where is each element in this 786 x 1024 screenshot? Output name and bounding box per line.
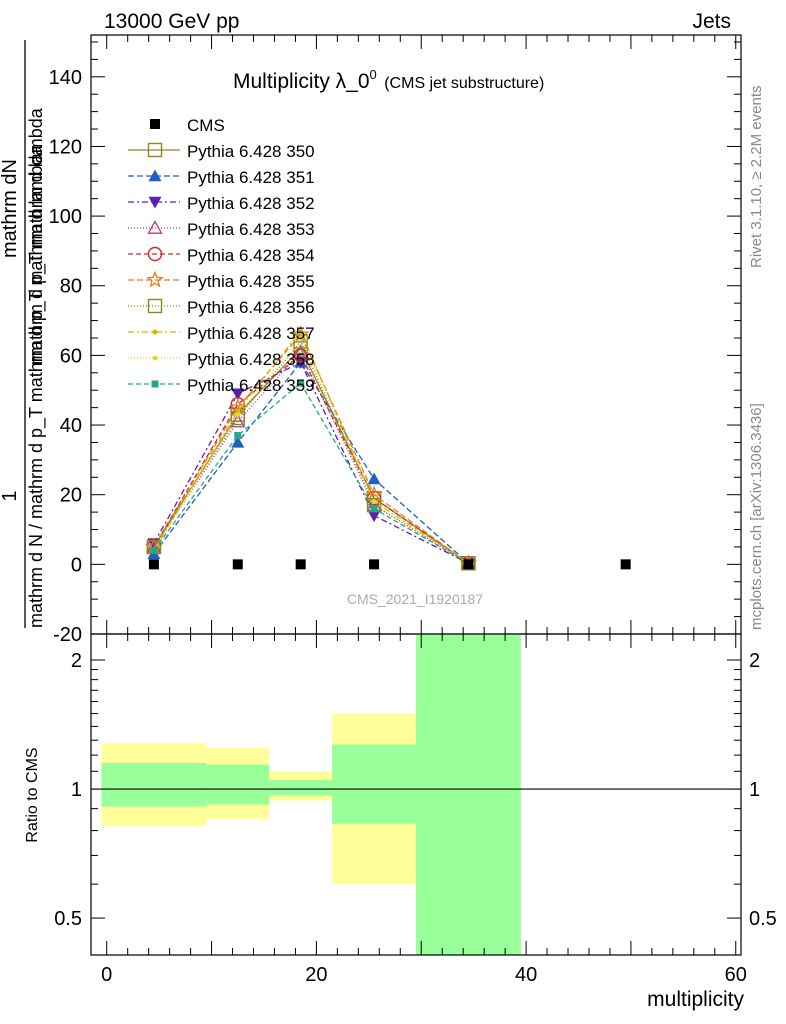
y-tick-label: 40 (60, 415, 82, 437)
chart-title-superscript: 0 (370, 67, 377, 82)
mcplots-label: mcplots.cern.ch [arXiv:1306.3436] (748, 403, 765, 630)
series-point (367, 510, 381, 523)
series-point (371, 499, 377, 505)
cms-data (148, 559, 631, 570)
legend: CMS Pythia 6.428 350 Pythia 6.428 351 Pythi… (128, 116, 315, 395)
legend-marker (147, 298, 163, 314)
x-tick-label: 40 (515, 964, 537, 986)
legend-label: Pythia 6.428 351 (187, 168, 315, 187)
y-tick-label: 20 (60, 485, 82, 507)
legend-marker (147, 220, 163, 234)
y-tick-label: 80 (60, 276, 82, 298)
series-point (231, 435, 245, 448)
x-axis-label: multiplicity (647, 988, 744, 1011)
cms-data-point (148, 559, 159, 570)
cms-data-point (620, 559, 631, 570)
legend-label: Pythia 6.428 353 (187, 220, 315, 239)
x-tick-label: 60 (725, 964, 747, 986)
legend-marker (147, 142, 163, 158)
cms-data-point (295, 559, 306, 570)
legend-label: Pythia 6.428 357 (187, 324, 315, 343)
legend-label: Pythia 6.428 358 (187, 350, 315, 369)
cms-data-point (232, 559, 243, 570)
series-line (153, 354, 469, 564)
ratio-y-tick-label-right: 1 (749, 779, 760, 801)
y-axis-label-bottom: mathrm d p_T mathrm d lambda (26, 107, 47, 365)
ratio-band-green (416, 634, 521, 955)
watermark: CMS_2021_I1920187 (347, 591, 483, 607)
chart-subtitle: (CMS jet substructure) (380, 75, 544, 92)
series-point (367, 472, 381, 485)
ratio-frame (90, 633, 742, 956)
legend-marker (152, 355, 158, 361)
ratio-band-green (101, 763, 207, 807)
series-point (293, 344, 309, 358)
header-energy: 13000 GeV pp (104, 10, 239, 33)
series-point (234, 431, 242, 439)
cms-data-point (369, 559, 380, 570)
legend-label: Pythia 6.428 355 (187, 272, 315, 291)
y-axis-label-denominator: mathrm d N / mathrm d p_T mathrm d p_T m… (26, 145, 47, 628)
ratio-band-green (206, 764, 270, 805)
legend-marker (146, 270, 164, 288)
y-tick-label: 120 (49, 136, 82, 158)
legend-label: Pythia 6.428 352 (187, 194, 315, 213)
ratio-y-tick-label: 0.5 (54, 908, 82, 930)
y-tick-label: 100 (49, 206, 82, 228)
ratio-y-tick-label-right: 0.5 (749, 908, 777, 930)
legend-marker (147, 246, 163, 262)
series-point (298, 328, 304, 334)
y-axis-label-numerator: 1 (0, 490, 21, 501)
ratio-y-tick-label: 2 (71, 650, 82, 672)
legend-label: Pythia 6.428 350 (187, 142, 315, 161)
legend-marker (152, 329, 158, 335)
ratio-band-green (269, 779, 333, 796)
legend-marker-cms (150, 119, 160, 129)
y-tick-label: -20 (53, 624, 82, 646)
ratio-y-tick-label-right: 2 (749, 650, 760, 672)
legend-label: Pythia 6.428 356 (187, 298, 315, 317)
series-point (298, 335, 304, 341)
series-point (231, 388, 245, 401)
legend-label-cms: CMS (187, 116, 225, 135)
series-point (294, 357, 308, 369)
series-point (461, 556, 476, 571)
legend-marker (148, 169, 162, 182)
legend-label: Pythia 6.428 359 (187, 376, 315, 395)
series-point (297, 379, 305, 387)
ratio-band-green (332, 744, 416, 824)
ratio-y-tick-label: 1 (71, 779, 82, 801)
legend-marker (148, 196, 162, 209)
x-tick-label: 0 (101, 964, 112, 986)
series-point (235, 412, 241, 417)
cms-data-point (463, 559, 474, 570)
x-tick-label: 20 (305, 964, 327, 986)
ratio-y-axis-label: Ratio to CMS (24, 747, 41, 842)
series-point (370, 505, 378, 513)
y-axis-label-top: mathrm dN (0, 159, 21, 258)
legend-marker (151, 380, 159, 388)
y-tick-label: 60 (60, 345, 82, 367)
rivet-label: Rivet 3.1.10, ≥ 2.2M events (748, 86, 765, 269)
series-line (153, 361, 469, 564)
series-line (153, 336, 469, 564)
series-point (293, 334, 308, 349)
y-axis-label: 1 mathrm d N / mathrm d p_T mathrm d p_T … (0, 40, 47, 628)
legend-label: Pythia 6.428 354 (187, 246, 315, 265)
main-panel: -20 0 20 40 60 80 100 120 140 1 mathrm d N / mathr… (0, 34, 742, 646)
y-tick-label: 140 (49, 67, 82, 89)
chart-title: Multiplicity λ_00 (CMS jet substructure) (233, 67, 544, 93)
series-point (293, 348, 308, 363)
series-point (150, 546, 158, 554)
y-tick-label: 0 (71, 554, 82, 576)
series-line (153, 333, 469, 564)
header-process: Jets (692, 10, 731, 33)
series-point (230, 413, 246, 428)
series-point (365, 485, 383, 503)
series-line (153, 329, 469, 564)
